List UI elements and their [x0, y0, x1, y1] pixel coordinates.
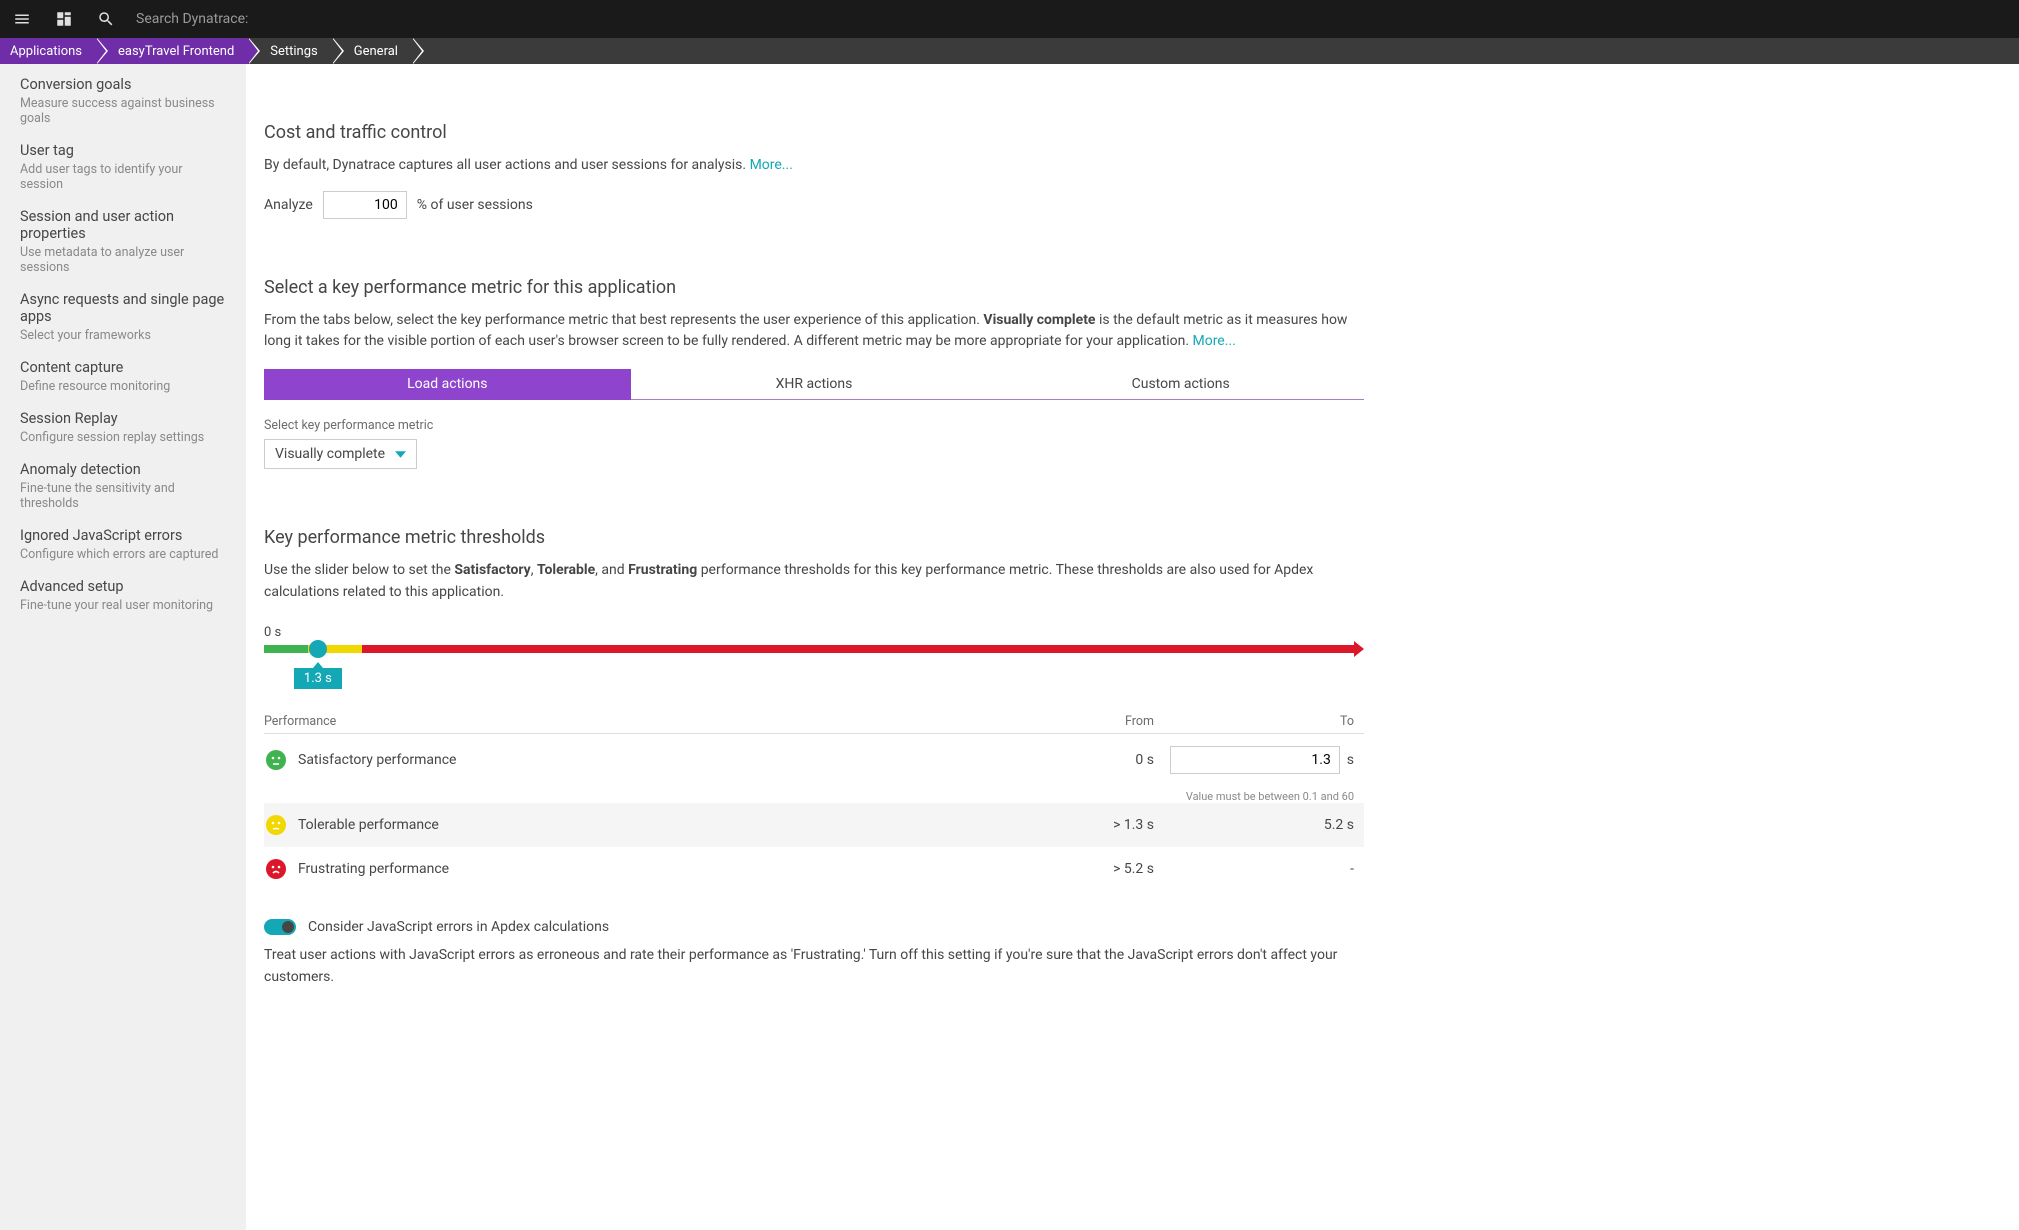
sidebar-item[interactable]: Conversion goals Measure success against …	[0, 70, 246, 136]
perf-label: Satisfactory performance	[298, 752, 456, 768]
search-icon[interactable]	[94, 7, 118, 31]
sidebar-item-title: Anomaly detection	[20, 461, 226, 478]
js-errors-toggle-row: Consider JavaScript errors in Apdex calc…	[264, 919, 1364, 935]
kpm-select[interactable]: Visually complete	[264, 439, 417, 469]
analyze-suffix: % of user sessions	[417, 197, 533, 213]
tab-xhr-actions[interactable]: XHR actions	[631, 369, 998, 400]
js-errors-toggle-label: Consider JavaScript errors in Apdex calc…	[308, 919, 609, 935]
sidebar-item-desc: Add user tags to identify your session	[20, 162, 226, 192]
sidebar-item[interactable]: Content capture Define resource monitorin…	[0, 353, 246, 404]
perf-head-to: To	[1154, 714, 1364, 729]
breadcrumbs: Applications easyTravel Frontend Setting…	[0, 38, 2019, 64]
sidebar-item-title: Ignored JavaScript errors	[20, 527, 226, 544]
sidebar-item-desc: Configure which errors are captured	[20, 547, 226, 562]
perf-row: Frustrating performance > 5.2 s-	[264, 847, 1364, 891]
sidebar-item[interactable]: Session Replay Configure session replay s…	[0, 404, 246, 455]
sidebar-item-desc: Use metadata to analyze user sessions	[20, 245, 226, 275]
threshold-from: 0 s	[1024, 752, 1154, 768]
face-icon	[266, 750, 286, 770]
breadcrumb-item[interactable]: Applications	[0, 38, 96, 64]
breadcrumb-item[interactable]: easyTravel Frontend	[96, 38, 248, 64]
perf-label: Tolerable performance	[298, 817, 439, 833]
tab-custom-actions[interactable]: Custom actions	[997, 369, 1364, 400]
threshold-slider[interactable]: 0 s 1.3 s	[264, 625, 1364, 654]
threshold-from: > 5.2 s	[1024, 861, 1154, 877]
sidebar-item-title: Session Replay	[20, 410, 226, 427]
kpm-more-link[interactable]: More...	[1192, 333, 1235, 349]
sidebar-item-desc: Define resource monitoring	[20, 379, 226, 394]
perf-table: Performance From To Satisfactory perform…	[264, 714, 1364, 891]
threshold-to-input[interactable]	[1170, 746, 1340, 774]
sidebar-item-desc: Fine-tune the sensitivity and thresholds	[20, 481, 226, 511]
slider-end-arrow	[1354, 641, 1364, 657]
perf-head-from: From	[1024, 714, 1154, 729]
threshold-hint: Value must be between 0.1 and 60	[264, 790, 1364, 803]
search-input[interactable]	[136, 11, 396, 27]
analyze-row: Analyze % of user sessions	[264, 191, 1364, 219]
kpm-body: From the tabs below, select the key perf…	[264, 310, 1364, 353]
sidebar-item[interactable]: Anomaly detection Fine-tune the sensitivi…	[0, 455, 246, 521]
dashboard-icon[interactable]	[52, 7, 76, 31]
thresholds-body: Use the slider below to set the Satisfac…	[264, 560, 1364, 603]
face-icon	[266, 859, 286, 879]
js-errors-toggle[interactable]	[264, 919, 296, 935]
sidebar-item[interactable]: User tag Add user tags to identify your s…	[0, 136, 246, 202]
sidebar-item-desc: Select your frameworks	[20, 328, 226, 343]
sidebar-item-desc: Fine-tune your real user monitoring	[20, 598, 226, 613]
menu-icon[interactable]	[10, 7, 34, 31]
kpm-tabs: Load actions XHR actions Custom actions	[264, 369, 1364, 400]
sidebar-item[interactable]: Advanced setup Fine-tune your real user m…	[0, 572, 246, 623]
sidebar-item-title: Advanced setup	[20, 578, 226, 595]
slider-handle[interactable]	[309, 640, 327, 658]
sidebar-item-title: Session and user action properties	[20, 208, 226, 242]
topbar	[0, 0, 2019, 38]
slider-start-label: 0 s	[264, 625, 1364, 640]
threshold-from: > 1.3 s	[1024, 817, 1154, 833]
main-content: Cost and traffic control By default, Dyn…	[246, 64, 2019, 1230]
sidebar: Conversion goals Measure success against …	[0, 64, 246, 1230]
sidebar-item-title: Async requests and single page apps	[20, 291, 226, 325]
breadcrumb-item[interactable]: General	[332, 38, 412, 64]
perf-label: Frustrating performance	[298, 861, 449, 877]
sidebar-item-title: Conversion goals	[20, 76, 226, 93]
cost-body: By default, Dynatrace captures all user …	[264, 155, 1364, 177]
chevron-down-icon	[395, 449, 406, 460]
sidebar-item[interactable]: Ignored JavaScript errors Configure which…	[0, 521, 246, 572]
threshold-to: -	[1154, 861, 1364, 877]
sidebar-item-desc: Measure success against business goals	[20, 96, 226, 126]
kpm-heading: Select a key performance metric for this…	[264, 277, 1364, 298]
face-icon	[266, 815, 286, 835]
analyze-label: Analyze	[264, 197, 313, 213]
sidebar-item-title: Content capture	[20, 359, 226, 376]
perf-head-label: Performance	[264, 714, 1024, 729]
cost-heading: Cost and traffic control	[264, 122, 1364, 143]
analyze-input[interactable]	[323, 191, 407, 219]
sidebar-item-desc: Configure session replay settings	[20, 430, 226, 445]
tab-load-actions[interactable]: Load actions	[264, 369, 631, 400]
cost-more-link[interactable]: More...	[750, 157, 793, 173]
sidebar-item-title: User tag	[20, 142, 226, 159]
perf-row: Tolerable performance > 1.3 s5.2 s	[264, 803, 1364, 847]
sidebar-item[interactable]: Session and user action propertiesUse me…	[0, 202, 246, 285]
sidebar-item[interactable]: Async requests and single page apps Selec…	[0, 285, 246, 353]
js-errors-desc: Treat user actions with JavaScript error…	[264, 945, 1364, 988]
slider-handle-label: 1.3 s	[294, 668, 342, 689]
breadcrumb-item[interactable]: Settings	[248, 38, 331, 64]
thresholds-heading: Key performance metric thresholds	[264, 527, 1364, 548]
perf-row: Satisfactory performance0 s s	[264, 734, 1364, 786]
threshold-to: 5.2 s	[1154, 817, 1364, 833]
kpm-select-label: Select key performance metric	[264, 418, 1364, 433]
